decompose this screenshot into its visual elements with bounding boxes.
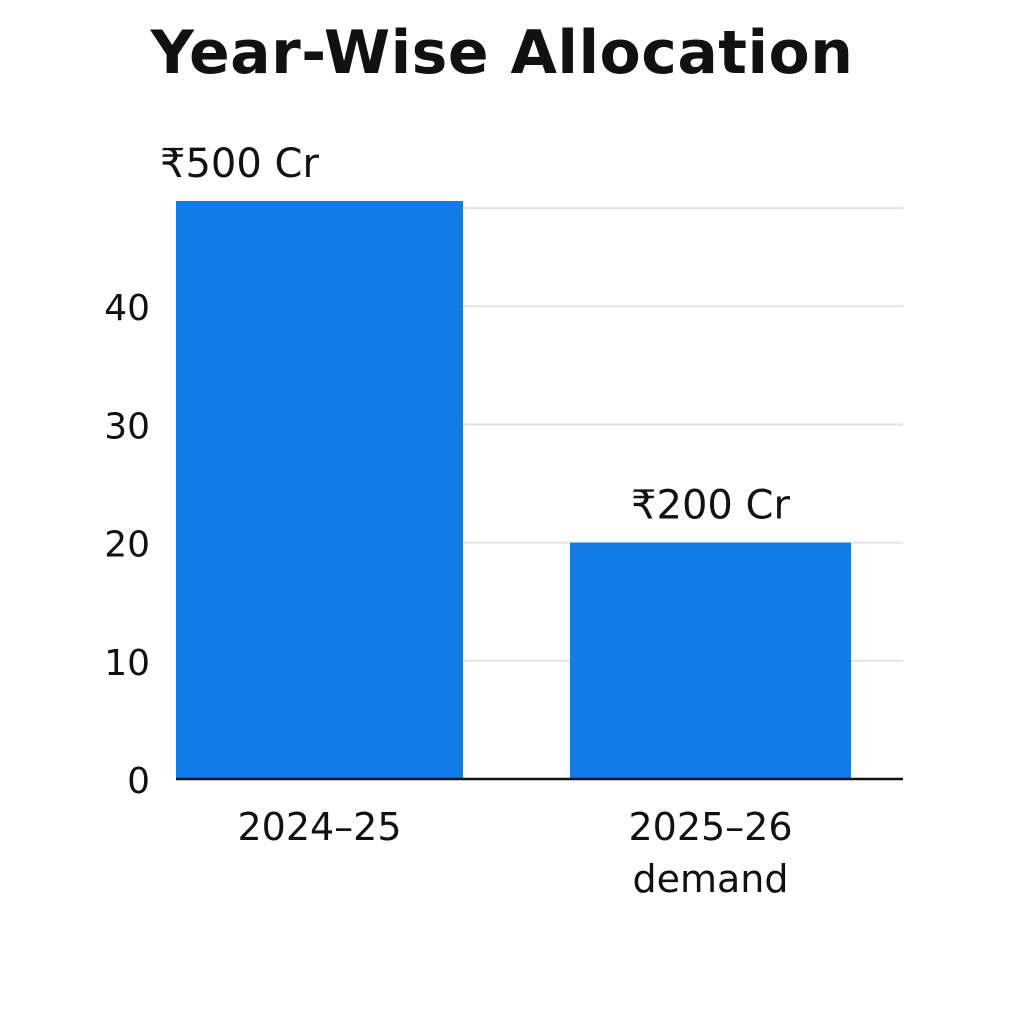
y-tick-label: 0 bbox=[127, 761, 150, 802]
y-tick-label: 40 bbox=[104, 288, 150, 329]
x-category-label: 2025–26 demand bbox=[628, 805, 792, 901]
bar bbox=[176, 201, 463, 779]
y-tick-label: 30 bbox=[104, 406, 150, 447]
labels: 0 10 20 30 40 ₹500 Cr ₹200 Cr 2024–25 2025–26 dem… bbox=[104, 141, 792, 901]
bar-value-label: ₹200 Cr bbox=[631, 483, 790, 529]
bars bbox=[176, 201, 851, 779]
x-category-label: 2024–25 bbox=[237, 805, 401, 849]
bar-value-label: ₹500 Cr bbox=[160, 141, 319, 187]
y-tick-label: 10 bbox=[104, 643, 150, 684]
chart-title: Year-Wise Allocation bbox=[150, 18, 854, 88]
y-tick-label: 20 bbox=[104, 525, 150, 566]
bar bbox=[570, 542, 851, 779]
